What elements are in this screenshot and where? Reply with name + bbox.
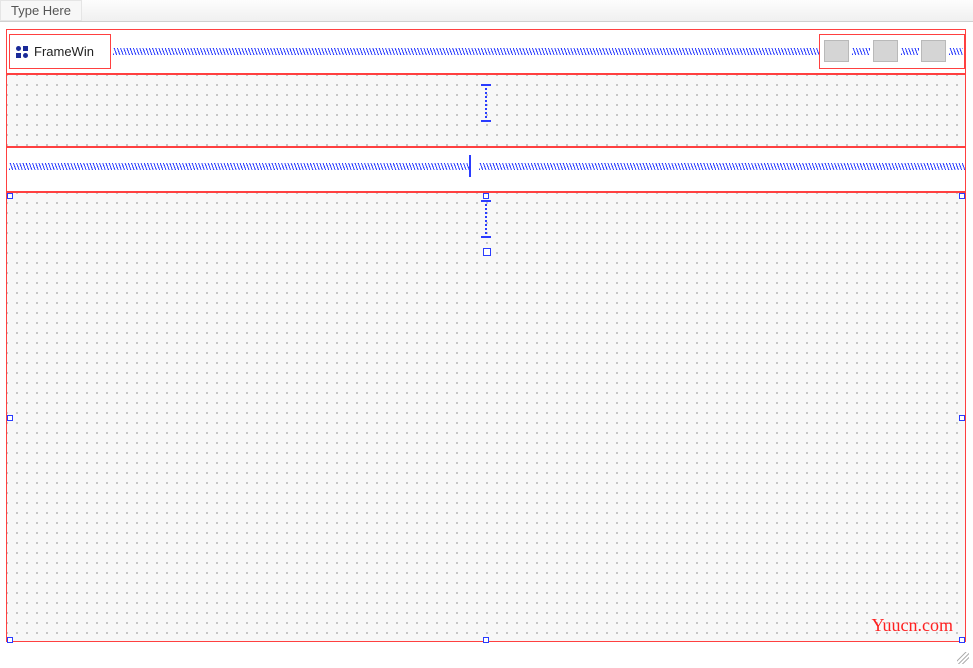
framewin-icon — [16, 46, 30, 58]
menubar: Type Here — [0, 0, 973, 22]
titlebar-button-close[interactable] — [921, 40, 946, 62]
titlebar-button-min[interactable] — [824, 40, 849, 62]
vspacer-b[interactable] — [481, 200, 491, 238]
menu-type-here[interactable]: Type Here — [0, 0, 82, 21]
handle-nw[interactable] — [7, 193, 13, 199]
framewin-title[interactable]: FrameWin — [14, 42, 96, 61]
title-btn-spring-3 — [949, 48, 963, 55]
handle-se[interactable] — [959, 637, 965, 643]
title-btn-spring-1 — [852, 48, 870, 55]
title-btn-spring-2 — [901, 48, 919, 55]
handle-w[interactable] — [7, 415, 13, 421]
size-grip-icon[interactable] — [957, 652, 969, 664]
titlebar-button-max[interactable] — [873, 40, 898, 62]
design-canvas[interactable]: FrameWin Yuucn.com — [0, 22, 973, 668]
watermark: Yuucn.com — [872, 615, 953, 636]
toolbar-split[interactable] — [469, 155, 471, 177]
handle-e[interactable] — [959, 415, 965, 421]
title-spring — [113, 48, 819, 55]
handle-ne[interactable] — [959, 193, 965, 199]
handle-s[interactable] — [483, 637, 489, 643]
handle-vspacer-b-bottom[interactable] — [483, 248, 491, 256]
toolbar-spring-left — [9, 163, 469, 170]
handle-sw[interactable] — [7, 637, 13, 643]
vspacer-a[interactable] — [481, 84, 491, 122]
handle-n[interactable] — [483, 193, 489, 199]
toolbar-spring-right — [479, 163, 965, 170]
sel-client-b[interactable] — [6, 192, 966, 642]
framewin-label: FrameWin — [34, 44, 94, 59]
